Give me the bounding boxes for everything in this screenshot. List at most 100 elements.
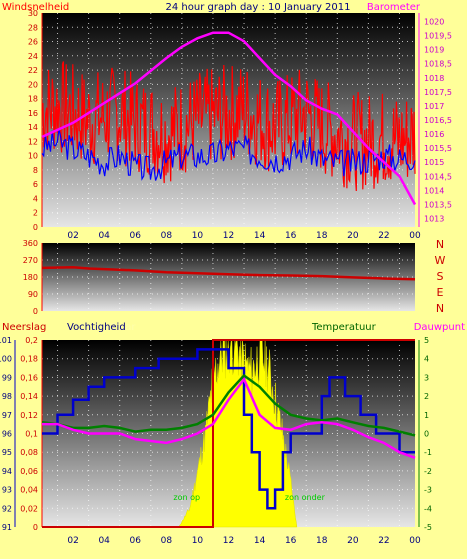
barometer-series <box>41 31 417 206</box>
x-tick-label: 06 <box>130 231 142 241</box>
x-tick-label: 22 <box>378 231 389 241</box>
temperature-y-tick: 0 <box>424 430 429 439</box>
x-tick-label: 04 <box>98 536 110 546</box>
barometer-y-tick: 1016,5 <box>424 116 452 125</box>
x-tick-label: 10 <box>192 231 204 241</box>
barometer-y-tick: 1015,5 <box>424 144 452 153</box>
barometer-y-tick: 1014,5 <box>424 172 452 181</box>
x-tick-label: 18 <box>316 536 328 546</box>
compass-label: E <box>437 286 444 299</box>
top-plot-area <box>42 13 415 227</box>
direction-series <box>41 265 416 281</box>
barometer-y-tick: 1014 <box>424 186 444 195</box>
temperature-y-tick: -1 <box>424 448 432 457</box>
wind-y-tick: 6 <box>33 180 38 189</box>
temperature-y-tick: 1 <box>424 411 429 420</box>
barometer-y-tick: 1019 <box>424 46 444 55</box>
wind-y-tick: 12 <box>28 137 38 146</box>
barometer-y-tick: 1019,5 <box>424 32 452 41</box>
rain-y-tick: 0,08 <box>20 448 38 457</box>
temperature-axis-label: Temperatuur <box>311 322 377 333</box>
x-tick-label: 20 <box>347 231 359 241</box>
temperature-y-ticks: -5 -4 -3 -2 -1 0 1 2 3 4 5 <box>424 336 432 532</box>
wind-y-tick: 18 <box>28 95 38 104</box>
rain-y-tick: 0,16 <box>20 373 38 382</box>
rain-y-tick: 0,06 <box>20 467 38 476</box>
x-tick-label: 12 <box>223 536 234 546</box>
temperature-series <box>41 373 416 437</box>
rain-y-tick: 0,04 <box>20 486 38 495</box>
barometer-y-tick: 1013,5 <box>424 200 452 209</box>
direction-y-tick: 90 <box>28 290 38 299</box>
x-tick-label: 16 <box>285 536 297 546</box>
direction-y-tick: 0 <box>33 307 38 316</box>
x-tick-label: 00 <box>409 231 421 241</box>
x-tick-label: 04 <box>98 231 110 241</box>
bottom-series <box>14 339 420 528</box>
wind-y-tick: 30 <box>28 9 38 18</box>
wind-axis-label: Windsnelheid <box>2 2 69 13</box>
rain-y-tick: 0,2 <box>25 336 38 345</box>
wind-y-tick: 16 <box>28 109 38 118</box>
barometer-y-tick: 1018 <box>424 74 444 83</box>
x-tick-label: 08 <box>161 231 173 241</box>
sun-annotation: zon op <box>173 493 200 502</box>
humidity-y-tick: 98 <box>2 392 12 401</box>
rain-y-tick: 0,02 <box>20 504 38 513</box>
solar-axis-label: Solar <box>110 322 136 333</box>
x-tick-label: 12 <box>223 231 234 241</box>
wind-y-tick: 4 <box>33 194 38 203</box>
humidity-y-tick: 94 <box>2 467 12 476</box>
x-tick-label: 06 <box>130 536 142 546</box>
x-tick-label: 02 <box>67 231 78 241</box>
temperature-y-tick: -3 <box>424 486 432 495</box>
barometer-y-tick: 1017 <box>424 102 444 111</box>
compass-label: N <box>436 238 444 251</box>
rain-y-tick: 0,12 <box>20 411 38 420</box>
wind-y-tick: 2 <box>33 209 38 218</box>
barometer-y-tick: 1013 <box>424 215 444 224</box>
barometer-axis-label: Barometer <box>367 2 421 13</box>
wind-y-tick: 0 <box>33 223 38 232</box>
temperature-y-tick: 4 <box>424 355 429 364</box>
rain-y-tick: 0,18 <box>20 355 38 364</box>
wind-y-tick: 24 <box>28 52 38 61</box>
humidity-y-tick: 97 <box>2 411 12 420</box>
temperature-y-tick: -2 <box>424 467 432 476</box>
x-tick-label: 18 <box>316 231 328 241</box>
compass-label: N <box>436 302 444 315</box>
temperature-y-tick: 2 <box>424 392 429 401</box>
humidity-y-tick: 96 <box>2 430 12 439</box>
wind-y-tick: 14 <box>28 123 38 132</box>
compass-label: S <box>437 270 444 283</box>
humidity-y-tick: 101 <box>0 336 12 345</box>
rain-y-tick: 0,14 <box>20 392 38 401</box>
chart-title: 24 hour graph day : 10 January 2011 <box>166 2 351 13</box>
rain-y-ticks: 0 0,02 0,04 0,06 0,08 0,1 0,12 0,14 0,16 0,18 0,2 <box>20 336 38 532</box>
x-tick-label: 20 <box>347 536 359 546</box>
x-tick-label: 14 <box>254 231 266 241</box>
humidity-axis-label: Vochtigheid <box>67 322 126 333</box>
direction-y-tick: 360 <box>23 239 38 248</box>
rain-series <box>42 339 415 528</box>
x-tick-label: 00 <box>409 536 421 546</box>
humidity-y-tick: 93 <box>2 486 12 495</box>
humidity-y-tick: 92 <box>2 504 12 513</box>
wind-y-tick: 22 <box>28 66 38 75</box>
x-tick-label: 08 <box>161 536 173 546</box>
humidity-series <box>42 348 415 510</box>
dewpoint-series <box>42 376 416 459</box>
rain-axis-label: Neerslag <box>2 322 46 333</box>
wind-y-tick: 20 <box>28 80 38 89</box>
x-tick-label: 16 <box>285 231 297 241</box>
barometer-y-tick: 1015 <box>424 158 444 167</box>
barometer-y-ticks: 1013 1013,5 1014 1014,5 1015 1015,5 1016 1016,5… <box>424 17 452 223</box>
x-tick-label: 14 <box>254 536 266 546</box>
humidity-y-ticks: 91 92 93 94 95 96 97 98 99 100 101 <box>0 336 12 532</box>
temperature-y-tick: 5 <box>424 336 429 345</box>
direction-series <box>41 243 416 311</box>
wind-y-tick: 8 <box>33 166 38 175</box>
sun-annotation: zon onder <box>285 493 326 502</box>
